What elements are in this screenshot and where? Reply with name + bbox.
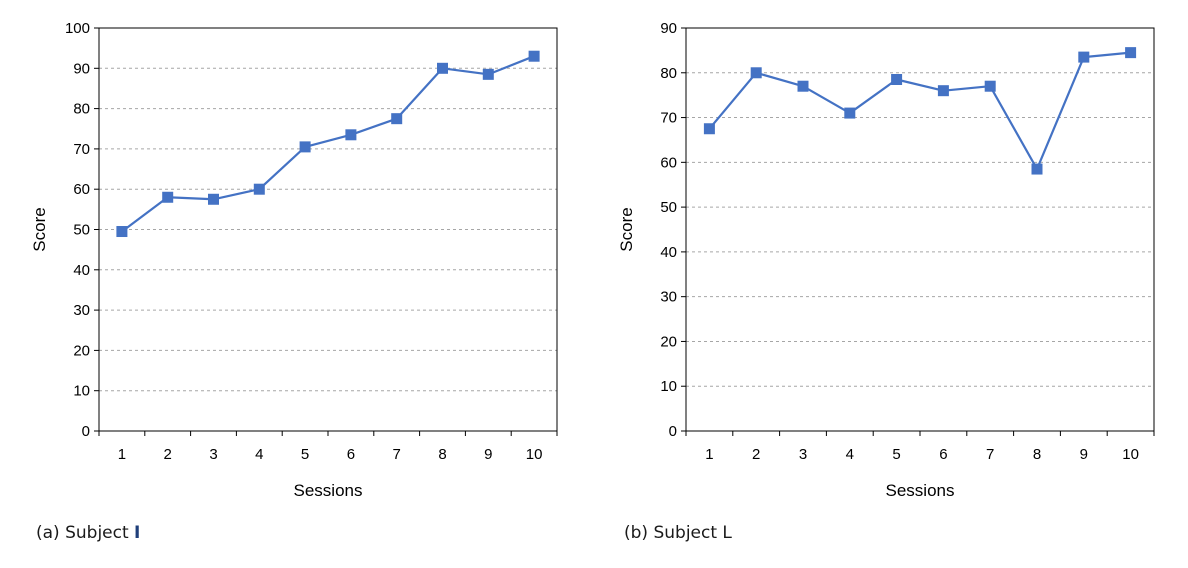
x-tick-label: 1 (118, 446, 126, 463)
data-point (750, 67, 762, 79)
caption-a-prefix: (a) Subject (36, 523, 135, 543)
data-point (797, 80, 809, 92)
x-axis-label: Sessions (294, 481, 363, 500)
y-tick-label: 30 (660, 289, 677, 306)
data-point (1078, 51, 1090, 63)
data-point (937, 85, 949, 97)
data-point (482, 68, 494, 80)
x-tick-label: 6 (347, 446, 355, 463)
y-axis-label: Score (617, 207, 636, 251)
x-tick-label: 7 (393, 446, 401, 463)
chart-a: 0 10 20 30 40 50 60 70 80 90 100 1 2 3 4 5 6 7 8 9 10 Session… (30, 20, 558, 500)
data-point (162, 191, 174, 203)
y-tick-label: 10 (660, 378, 677, 395)
y-tick-label: 90 (660, 20, 677, 37)
data-point (299, 141, 311, 153)
y-tick-label: 70 (660, 110, 677, 127)
y-tick-label: 0 (669, 423, 677, 440)
series-line (121, 55, 535, 233)
x-tick-label: 4 (255, 446, 263, 463)
data-point (391, 113, 403, 125)
y-tick-label: 10 (73, 383, 90, 400)
x-tick-label: 9 (484, 446, 492, 463)
data-point (253, 183, 265, 195)
data-point (984, 80, 996, 92)
chart-b: 0 10 20 30 40 50 60 70 80 90 1 2 3 4 5 6 7 8 9 10 Sessions Sc… (617, 20, 1155, 500)
caption-b-subject: L (722, 523, 732, 543)
data-point (891, 73, 903, 85)
caption-a: (a) Subject I (36, 523, 140, 543)
caption-a-subject: I (134, 523, 141, 543)
y-axis-label: Score (30, 207, 49, 251)
x-tick-label: 2 (164, 446, 172, 463)
x-tick-label: 6 (939, 446, 947, 463)
y-tick-label: 80 (73, 101, 90, 118)
x-tick-label: 3 (799, 446, 807, 463)
series-line (708, 51, 1131, 171)
data-point (208, 193, 219, 205)
x-tick-label: 5 (301, 446, 309, 463)
y-tick-label: 60 (73, 181, 90, 198)
y-tick-label: 100 (65, 20, 90, 37)
y-tick-label: 80 (660, 65, 677, 82)
x-tick-label: 4 (846, 446, 854, 463)
x-tick-label: 1 (705, 446, 713, 463)
data-point (116, 226, 128, 238)
plot-frame (685, 27, 1155, 432)
x-tick-label: 9 (1080, 446, 1088, 463)
y-tick-label: 50 (73, 222, 90, 239)
data-point (345, 129, 357, 141)
x-tick-label: 8 (1033, 446, 1041, 463)
x-tick-label: 3 (209, 446, 217, 463)
y-tick-label: 20 (660, 333, 677, 350)
x-tick-label: 7 (986, 446, 994, 463)
y-tick-label: 40 (73, 262, 90, 279)
data-point (844, 107, 856, 119)
data-point (1125, 47, 1137, 59)
x-tick-label: 8 (438, 446, 446, 463)
y-tick-label: 90 (73, 60, 90, 77)
y-tick-label: 0 (82, 423, 90, 440)
y-tick-label: 70 (73, 141, 90, 158)
y-tick-label: 20 (73, 342, 90, 359)
data-point (1031, 163, 1043, 175)
x-tick-label: 2 (752, 446, 760, 463)
y-tick-label: 40 (660, 244, 677, 261)
y-tick-label: 50 (660, 199, 677, 216)
x-tick-label: 5 (892, 446, 900, 463)
data-point (703, 123, 715, 135)
y-tick-label: 30 (73, 302, 90, 319)
data-point (437, 62, 448, 74)
y-tick-label: 60 (660, 154, 677, 171)
caption-b-prefix: (b) Subject (624, 523, 723, 543)
data-point (528, 50, 540, 62)
x-axis-label: Sessions (886, 481, 955, 500)
x-tick-label: 10 (1122, 446, 1139, 463)
x-tick-label: 10 (526, 446, 543, 463)
caption-b: (b) Subject L (624, 523, 732, 543)
